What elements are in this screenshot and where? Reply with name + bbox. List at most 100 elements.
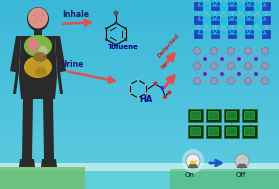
- FancyBboxPatch shape: [226, 127, 236, 135]
- FancyBboxPatch shape: [208, 127, 218, 135]
- FancyBboxPatch shape: [228, 2, 236, 10]
- Ellipse shape: [244, 63, 251, 70]
- FancyBboxPatch shape: [244, 111, 254, 119]
- FancyBboxPatch shape: [194, 30, 202, 38]
- Ellipse shape: [27, 7, 49, 31]
- FancyBboxPatch shape: [262, 30, 270, 38]
- Ellipse shape: [237, 57, 241, 61]
- Ellipse shape: [203, 72, 207, 76]
- Circle shape: [129, 83, 131, 86]
- Circle shape: [153, 81, 158, 85]
- Ellipse shape: [40, 20, 42, 22]
- Circle shape: [114, 22, 117, 25]
- FancyBboxPatch shape: [245, 16, 253, 24]
- FancyBboxPatch shape: [194, 16, 202, 24]
- Ellipse shape: [220, 72, 224, 76]
- Circle shape: [105, 38, 108, 41]
- Polygon shape: [19, 36, 57, 77]
- Bar: [189, 165, 197, 167]
- Polygon shape: [43, 99, 54, 159]
- FancyBboxPatch shape: [245, 30, 253, 38]
- Ellipse shape: [24, 56, 52, 78]
- Ellipse shape: [210, 47, 218, 54]
- Ellipse shape: [194, 77, 201, 84]
- FancyBboxPatch shape: [244, 127, 254, 135]
- Bar: [239, 164, 245, 165]
- Ellipse shape: [26, 61, 46, 77]
- FancyBboxPatch shape: [208, 111, 218, 119]
- Bar: [0, 165, 279, 189]
- Ellipse shape: [227, 47, 235, 54]
- Circle shape: [137, 79, 139, 81]
- Circle shape: [114, 43, 117, 46]
- Text: Detected: Detected: [157, 33, 181, 59]
- Polygon shape: [57, 71, 63, 94]
- Ellipse shape: [28, 8, 48, 29]
- Text: On: On: [185, 172, 195, 178]
- Bar: [0, 167, 85, 189]
- Polygon shape: [55, 36, 66, 73]
- Ellipse shape: [24, 35, 52, 57]
- FancyBboxPatch shape: [211, 30, 219, 38]
- Polygon shape: [19, 77, 57, 99]
- Polygon shape: [10, 36, 21, 73]
- Text: by: by: [160, 61, 169, 70]
- Ellipse shape: [261, 47, 268, 54]
- FancyBboxPatch shape: [242, 108, 256, 122]
- FancyBboxPatch shape: [228, 16, 236, 24]
- Ellipse shape: [33, 52, 47, 62]
- Ellipse shape: [210, 77, 218, 84]
- Ellipse shape: [244, 77, 251, 84]
- Circle shape: [129, 92, 131, 95]
- Text: Urine: Urine: [60, 60, 83, 69]
- Ellipse shape: [237, 72, 241, 76]
- FancyBboxPatch shape: [211, 16, 219, 24]
- Ellipse shape: [254, 72, 258, 76]
- Text: HA: HA: [139, 95, 152, 104]
- Bar: [170, 169, 279, 189]
- FancyBboxPatch shape: [223, 125, 239, 138]
- Circle shape: [114, 11, 119, 15]
- Ellipse shape: [39, 46, 47, 57]
- Circle shape: [124, 27, 127, 30]
- Ellipse shape: [261, 63, 268, 70]
- Circle shape: [137, 97, 139, 99]
- Text: Off: Off: [236, 172, 246, 178]
- FancyBboxPatch shape: [262, 16, 270, 24]
- FancyBboxPatch shape: [223, 108, 239, 122]
- Bar: [237, 167, 247, 168]
- Ellipse shape: [35, 67, 47, 77]
- Circle shape: [167, 91, 172, 94]
- Circle shape: [145, 92, 147, 95]
- FancyBboxPatch shape: [206, 108, 220, 122]
- Ellipse shape: [40, 13, 44, 16]
- Polygon shape: [22, 99, 33, 159]
- Ellipse shape: [210, 63, 218, 70]
- Bar: [190, 164, 196, 165]
- Ellipse shape: [28, 39, 38, 51]
- Text: Toluene: Toluene: [108, 44, 139, 50]
- Ellipse shape: [203, 57, 207, 61]
- Ellipse shape: [194, 63, 201, 70]
- Ellipse shape: [37, 17, 39, 19]
- Ellipse shape: [186, 154, 200, 168]
- Ellipse shape: [227, 63, 235, 70]
- Circle shape: [163, 95, 167, 99]
- FancyBboxPatch shape: [242, 125, 256, 138]
- Circle shape: [124, 38, 127, 41]
- Ellipse shape: [261, 77, 268, 84]
- FancyBboxPatch shape: [211, 2, 219, 10]
- Polygon shape: [19, 159, 35, 167]
- Ellipse shape: [182, 149, 204, 173]
- FancyBboxPatch shape: [187, 125, 203, 138]
- Ellipse shape: [220, 57, 224, 61]
- FancyBboxPatch shape: [226, 111, 236, 119]
- FancyBboxPatch shape: [194, 2, 202, 10]
- FancyBboxPatch shape: [187, 108, 203, 122]
- Ellipse shape: [244, 47, 251, 54]
- Ellipse shape: [254, 57, 258, 61]
- Text: Inhale: Inhale: [62, 10, 89, 19]
- FancyBboxPatch shape: [190, 111, 200, 119]
- FancyBboxPatch shape: [262, 2, 270, 10]
- Ellipse shape: [34, 20, 36, 22]
